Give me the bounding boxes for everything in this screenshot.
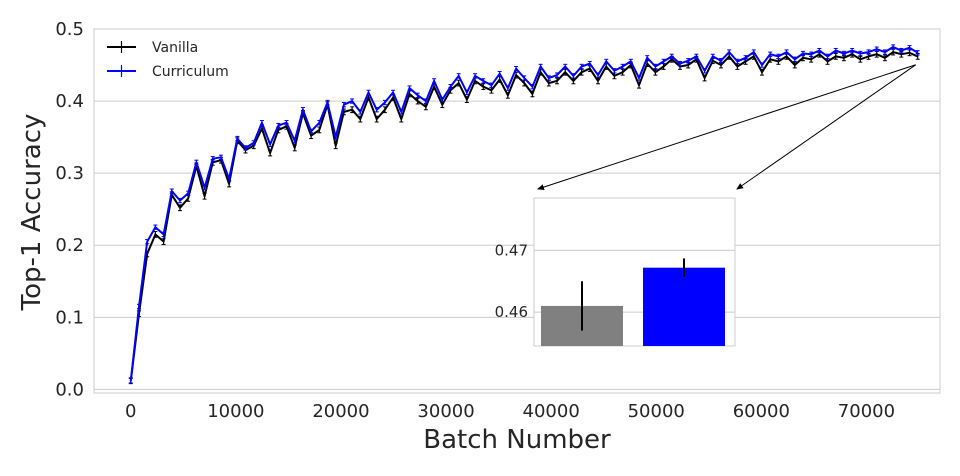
inset-bar-chart: 0.46 0.47 <box>495 197 736 347</box>
y-tick-label: 0.4 <box>55 91 84 112</box>
zoom-arrows <box>537 64 917 190</box>
y-tick-label: 0.3 <box>55 163 84 184</box>
y-tick-label: 0.1 <box>55 307 84 328</box>
x-tick-label: 30000 <box>417 401 474 422</box>
series-curriculum <box>128 44 920 384</box>
x-tick-label: 40000 <box>523 401 580 422</box>
x-tick-label: 10000 <box>207 401 264 422</box>
inset-bar-1 <box>643 267 725 346</box>
legend-label-vanilla: Vanilla <box>152 40 198 56</box>
x-tick-labels: 0 10000 20000 30000 40000 50000 60000 70000 <box>125 401 895 422</box>
y-axis-title: Top-1 Accuracy <box>17 114 47 312</box>
inset-y-tick-label: 0.47 <box>495 241 528 259</box>
x-axis-title: Batch Number <box>423 425 611 455</box>
legend-label-curriculum: Curriculum <box>152 64 229 80</box>
y-tick-label: 0.0 <box>55 379 84 400</box>
y-tick-label: 0.2 <box>55 235 84 256</box>
legend-item-curriculum: Curriculum <box>107 64 229 80</box>
x-tick-label: 50000 <box>628 401 685 422</box>
inset-y-tick-label: 0.46 <box>495 303 528 321</box>
legend: Vanilla Curriculum <box>107 40 229 80</box>
arrow-to-inset-left <box>537 64 916 190</box>
arrow-to-inset-right <box>736 64 917 190</box>
x-tick-label: 20000 <box>312 401 369 422</box>
line-vanilla <box>129 51 919 381</box>
plot-background <box>93 28 941 394</box>
y-tick-labels: 0.0 0.1 0.2 0.3 0.4 0.5 <box>55 19 84 400</box>
x-tick-label: 60000 <box>733 401 790 422</box>
legend-item-vanilla: Vanilla <box>107 40 198 56</box>
series-layer <box>128 44 920 385</box>
y-tick-label: 0.5 <box>55 19 84 40</box>
x-tick-label: 0 <box>125 401 136 422</box>
grid-lines <box>94 28 940 390</box>
line-curriculum <box>129 46 919 381</box>
x-tick-label: 70000 <box>838 401 895 422</box>
